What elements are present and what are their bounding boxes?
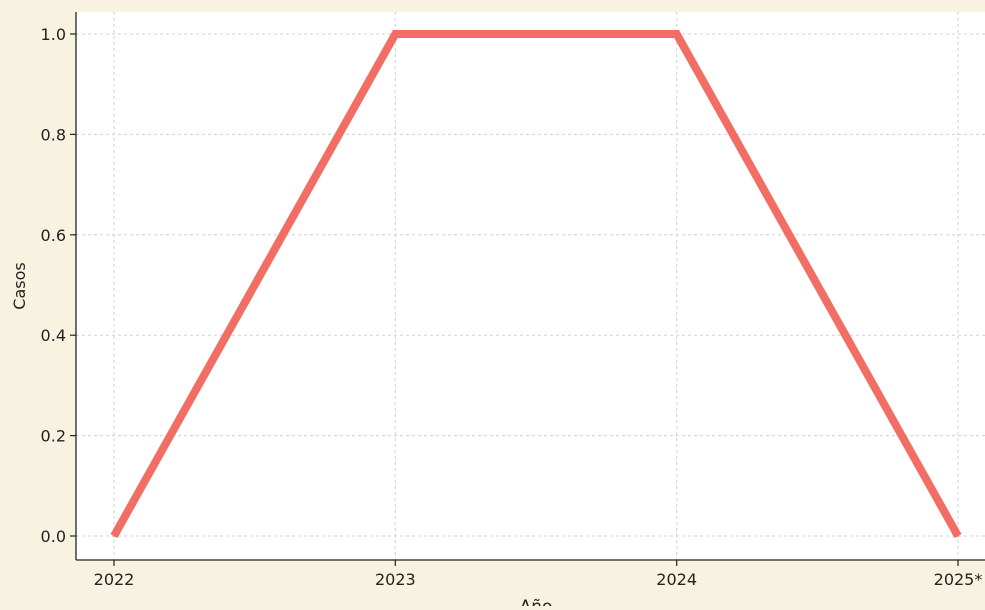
- y-tick-label: 0.0: [41, 527, 66, 546]
- x-tick-label: 2022: [94, 570, 135, 589]
- x-tick-label: 2025*: [934, 570, 983, 589]
- y-tick-label: 1.0: [41, 25, 66, 44]
- data-point: [113, 535, 115, 537]
- series-layer: [110, 30, 962, 538]
- grid-lines: [76, 12, 985, 560]
- y-axis-label: Casos: [10, 262, 29, 309]
- y-tick-label: 0.8: [41, 125, 66, 144]
- series-line: [110, 30, 962, 538]
- x-tick-label: 2023: [375, 570, 416, 589]
- x-tick-label: 2024: [656, 570, 697, 589]
- tick-labels: 0.0 0.2 0.4 0.6 0.8 1.0 2022 2023 2024 2025*: [41, 25, 983, 589]
- plot-area: [76, 12, 985, 560]
- y-tick-label: 0.6: [41, 226, 66, 245]
- y-tick-label: 0.4: [41, 326, 66, 345]
- y-tick-label: 0.2: [41, 427, 66, 446]
- data-point: [675, 33, 678, 35]
- data-point: [957, 535, 959, 537]
- data-point: [394, 33, 397, 35]
- axes: [70, 12, 985, 566]
- x-axis-label: Año: [520, 597, 553, 606]
